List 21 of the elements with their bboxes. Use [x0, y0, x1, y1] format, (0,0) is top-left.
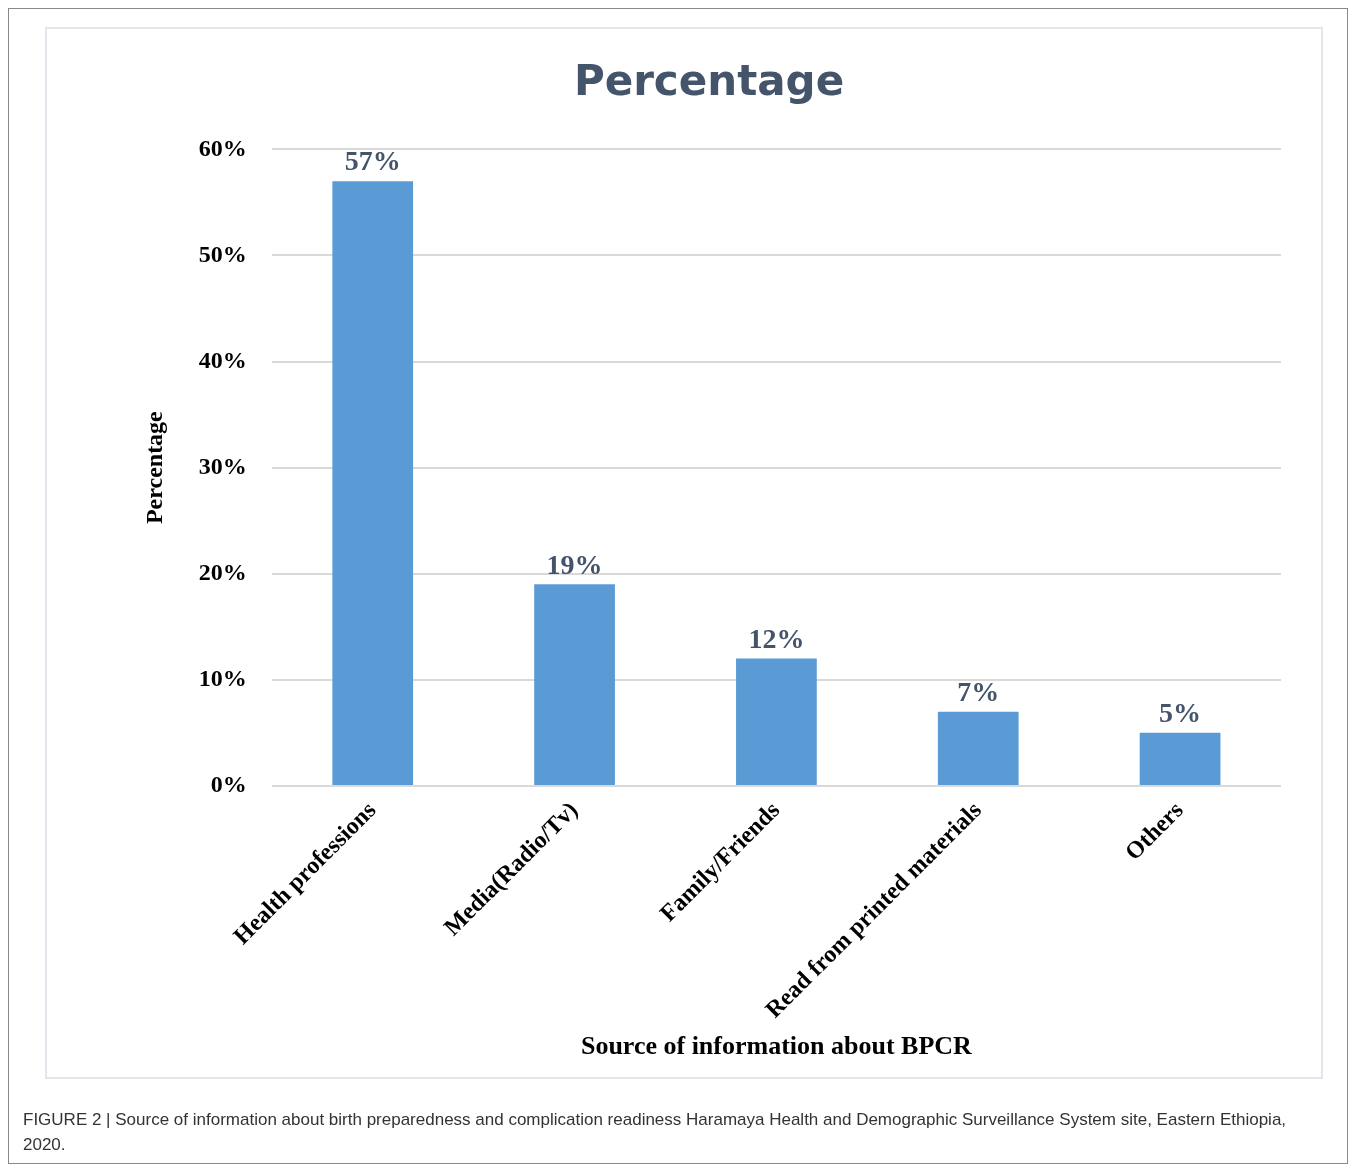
y-tick-label: 10%	[198, 665, 247, 692]
data-label: 5%	[1159, 697, 1202, 729]
bar	[736, 658, 817, 785]
data-label: 7%	[957, 675, 1000, 707]
data-label: 57%	[344, 145, 401, 177]
bar	[534, 584, 615, 785]
y-tick-label: 60%	[198, 134, 247, 161]
bar	[332, 181, 414, 785]
y-axis-title: Percentage	[140, 410, 167, 525]
bar	[937, 711, 1019, 785]
data-label: 19%	[546, 548, 603, 580]
y-tick-label: 40%	[198, 346, 247, 373]
y-tick-label: 50%	[198, 240, 247, 267]
bar	[1139, 732, 1221, 785]
y-tick-label: 20%	[198, 558, 247, 585]
caption: FIGURE 2 | Source of information about birth preparedness and complication readiness Haramaya Health and Demographic Surveillance System site, Eastern Ethiopia, 2020.	[23, 1109, 1288, 1156]
chart-title: Percentage	[573, 56, 845, 106]
y-tick-label: 0%	[210, 771, 247, 798]
data-label: 12%	[748, 622, 805, 654]
y-tick-label: 30%	[198, 452, 247, 479]
x-axis-title: Source of information about BPCR	[580, 1031, 973, 1061]
